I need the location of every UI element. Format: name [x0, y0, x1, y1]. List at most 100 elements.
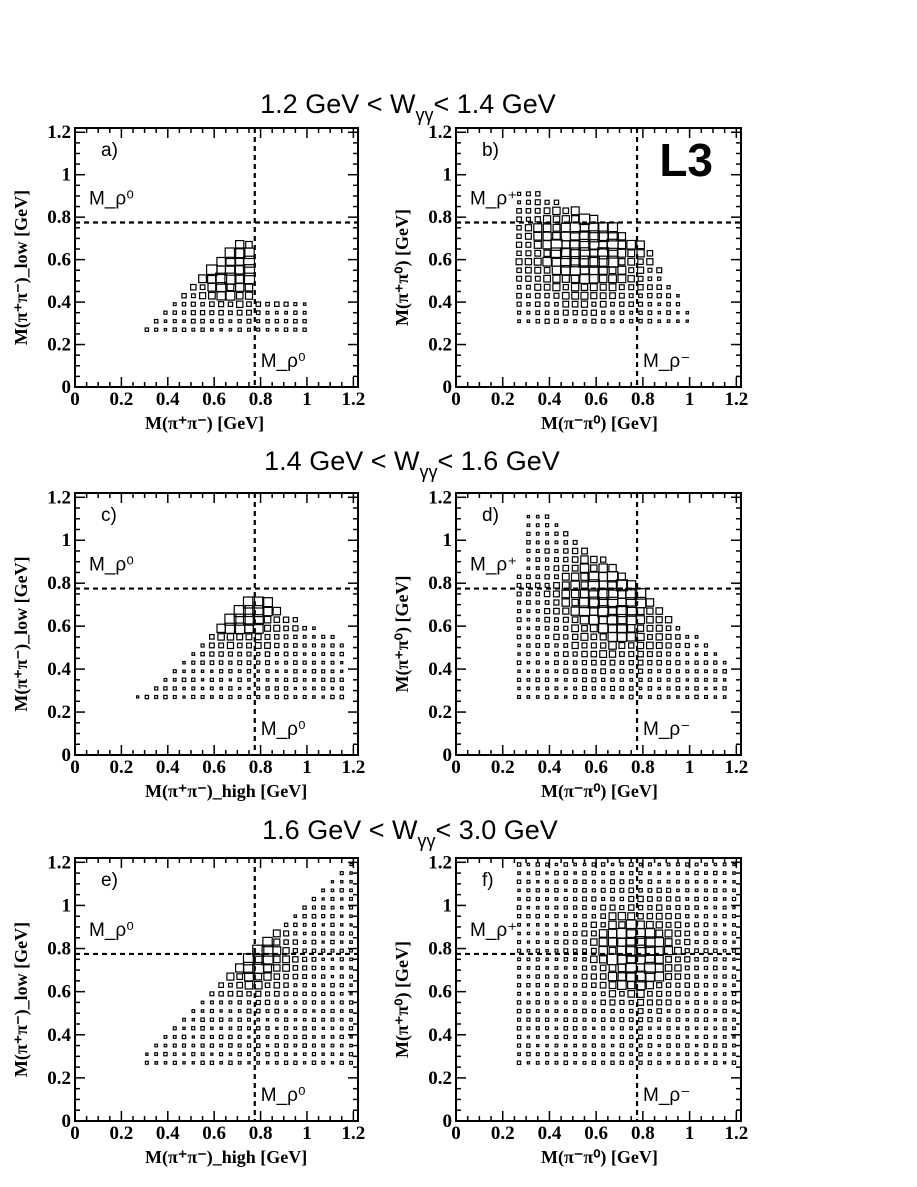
y-tick-label: 1 [443, 895, 453, 916]
x-tick-label: 0.2 [110, 757, 134, 778]
bin-box [676, 888, 680, 893]
bin-box [516, 310, 522, 315]
x-axis-title: M(π⁻π⁰) [GeV] [541, 413, 658, 434]
bin-box [534, 249, 542, 257]
row-title-3-left: 1.6 GeV < W [262, 815, 418, 845]
bin-box [666, 310, 671, 316]
bin-box [339, 966, 344, 970]
bin-box [516, 600, 522, 605]
bin-box [544, 1017, 550, 1022]
bin-box [638, 879, 643, 884]
bin-box [654, 963, 664, 973]
bin-box [628, 284, 635, 291]
bin-box [590, 309, 597, 316]
bin-box [172, 302, 177, 307]
bin-box [235, 282, 245, 292]
y-tick-label: 0.6 [47, 616, 71, 637]
bin-box [685, 634, 690, 639]
bin-box [274, 677, 279, 682]
bin-box [144, 327, 150, 332]
bin-box [608, 266, 617, 275]
bin-box [617, 911, 627, 921]
bin-box [573, 862, 578, 867]
bin-box [208, 642, 215, 649]
bin-box [228, 982, 233, 988]
bin-box [543, 207, 551, 215]
bin-box [237, 1009, 242, 1013]
bin-box [274, 301, 280, 308]
bin-box [647, 668, 653, 674]
bin-box [244, 980, 254, 990]
bin-box [675, 862, 680, 867]
bin-box [638, 1060, 643, 1065]
bin-box [330, 965, 335, 970]
bin-box [274, 318, 280, 324]
bin-box [647, 686, 653, 691]
bin-box [654, 954, 664, 964]
bin-box [535, 957, 540, 962]
bin-box [731, 914, 737, 919]
bin-box [182, 1052, 186, 1056]
bin-box [330, 948, 335, 953]
y-tick-label: 0.8 [47, 939, 71, 960]
bin-box [704, 862, 708, 867]
bin-box [675, 625, 681, 631]
bin-box [339, 686, 344, 691]
y-tick-label: 0.8 [428, 939, 452, 960]
bin-box [526, 1008, 531, 1014]
bin-box [676, 311, 680, 315]
bin-box [665, 625, 672, 632]
bin-box [339, 948, 344, 953]
bin-box [283, 1060, 289, 1065]
bin-box [675, 651, 681, 657]
hline-mass-label: M_ρ⁰ [89, 555, 134, 576]
bin-box [182, 669, 186, 673]
bin-box [218, 982, 224, 989]
bin-box [339, 871, 344, 876]
bin-box [694, 694, 699, 700]
bin-box [619, 904, 625, 911]
bin-box [535, 191, 541, 197]
bin-box [589, 624, 598, 633]
bin-box [525, 582, 531, 588]
bin-box [626, 580, 637, 591]
bin-box [722, 1017, 727, 1022]
bin-box [535, 1000, 540, 1005]
bin-box [610, 1034, 615, 1039]
bin-box [535, 1034, 540, 1039]
bin-box [311, 1043, 317, 1048]
bin-box [246, 1043, 252, 1048]
bin-box [302, 940, 307, 944]
bin-box [685, 879, 690, 884]
bin-box [647, 904, 653, 911]
bin-box [562, 607, 570, 615]
panel-f: 000.20.20.40.40.60.60.80.8111.21.2M(π⁻π⁰… [392, 852, 748, 1168]
bin-box [534, 266, 542, 274]
bin-box [330, 686, 335, 691]
bin-box [554, 948, 559, 953]
bin-box [656, 896, 662, 902]
bin-box [544, 318, 550, 324]
vline-mass-label: M_ρ⁰ [261, 351, 306, 372]
bin-box [598, 937, 608, 947]
bin-box [252, 622, 264, 634]
bin-box [582, 695, 587, 700]
bin-box [516, 233, 522, 240]
bin-box [236, 300, 244, 309]
bin-box [237, 1034, 242, 1040]
y-tick-label: 0 [62, 377, 72, 398]
bin-box [563, 1025, 569, 1031]
bin-box [722, 948, 727, 953]
bin-box [348, 931, 354, 936]
bin-box [580, 300, 589, 308]
bin-box [582, 948, 587, 954]
bin-box [674, 913, 681, 920]
bin-box [703, 1017, 709, 1022]
bin-box [722, 939, 727, 945]
bin-box [219, 1060, 223, 1065]
bin-box [545, 1009, 550, 1013]
bin-box [246, 1000, 252, 1005]
bin-box [598, 563, 608, 573]
bin-box [676, 294, 680, 298]
bin-box [330, 922, 335, 927]
